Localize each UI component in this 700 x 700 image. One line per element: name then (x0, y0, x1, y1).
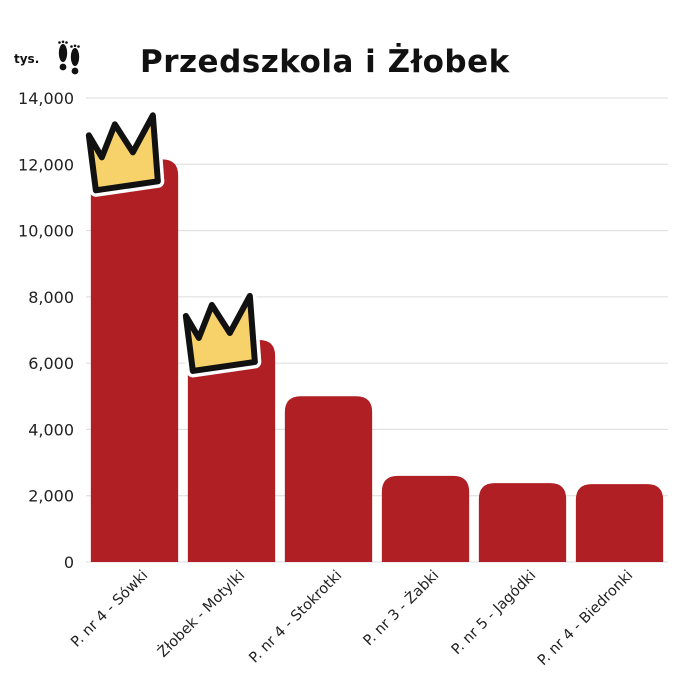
x-tick-label: P. nr 5 - Jagódki (449, 568, 540, 659)
y-tick-label: 6,000 (28, 354, 74, 373)
x-tick-label: P. nr 3 - Żabki (359, 566, 442, 649)
chart-header: tys. Przedszkola i Żłobek (14, 40, 511, 80)
crowns (82, 108, 262, 378)
bar (90, 159, 179, 563)
x-tick-label: P. nr 4 - Biedronki (535, 568, 636, 669)
bar (478, 483, 567, 562)
y-tick-label: 2,000 (28, 487, 74, 506)
bar (284, 396, 373, 562)
chart-title: Przedszkola i Żłobek (140, 44, 511, 80)
y-tick-label: 8,000 (28, 288, 74, 307)
bar (381, 475, 470, 562)
y-tick-label: 14,000 (18, 89, 74, 108)
x-tick-label: P. nr 4 - Sówki (68, 568, 151, 651)
y-tick-label: 4,000 (28, 420, 74, 439)
y-axis-ticks: 0 2,000 4,000 6,000 8,000 10,000 12,000 14,000 (18, 89, 74, 572)
crown-icon (82, 108, 165, 197)
footprints-icon (58, 40, 80, 75)
y-tick-label: 10,000 (18, 222, 74, 241)
unit-label: tys. (14, 52, 39, 66)
bars (90, 159, 664, 563)
bar (575, 484, 664, 562)
grid-lines (86, 97, 668, 563)
x-tick-label: Żłobek - Motylki (154, 566, 249, 661)
x-tick-label: P. nr 4 - Stokrotki (246, 568, 345, 667)
bar (187, 339, 276, 562)
crown-icon (179, 289, 262, 378)
y-tick-label: 12,000 (18, 155, 74, 174)
y-tick-label: 0 (64, 553, 74, 572)
